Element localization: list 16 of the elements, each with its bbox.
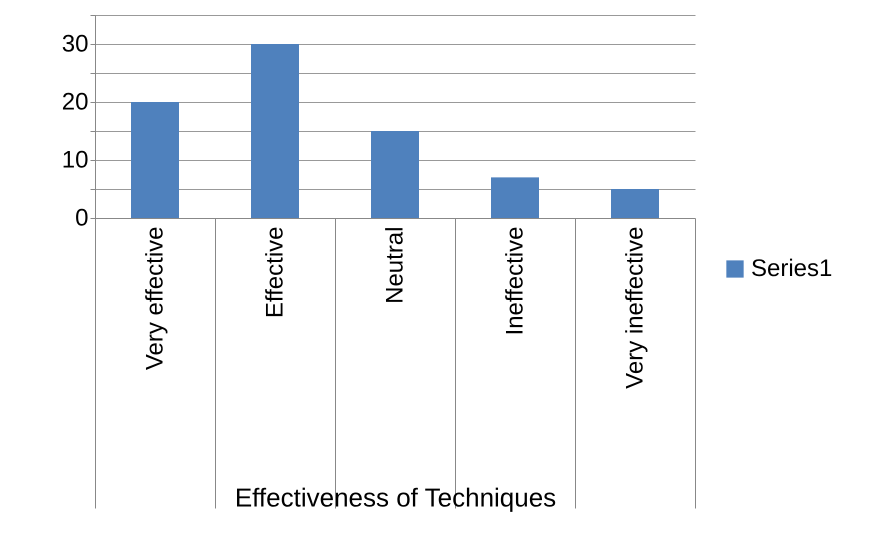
x-axis-title: Effectiveness of Techniques xyxy=(234,482,556,512)
x-tick-label: Ineffective xyxy=(502,226,528,336)
bar xyxy=(491,177,539,218)
x-tick-label: Effective xyxy=(262,226,288,318)
legend-label: Series1 xyxy=(751,255,832,282)
y-tick-label: 10 xyxy=(62,146,88,174)
x-tick-label: Very effective xyxy=(142,226,168,370)
y-tick-label: 30 xyxy=(62,30,88,58)
x-tick-label: Very ineffective xyxy=(622,226,648,389)
bar xyxy=(131,102,179,218)
bar xyxy=(611,189,659,218)
y-tick-label: 0 xyxy=(75,204,88,232)
y-tick-label: 20 xyxy=(62,88,88,116)
x-tick-label: Neutral xyxy=(382,226,408,304)
bar xyxy=(251,44,299,218)
bar xyxy=(371,131,419,218)
